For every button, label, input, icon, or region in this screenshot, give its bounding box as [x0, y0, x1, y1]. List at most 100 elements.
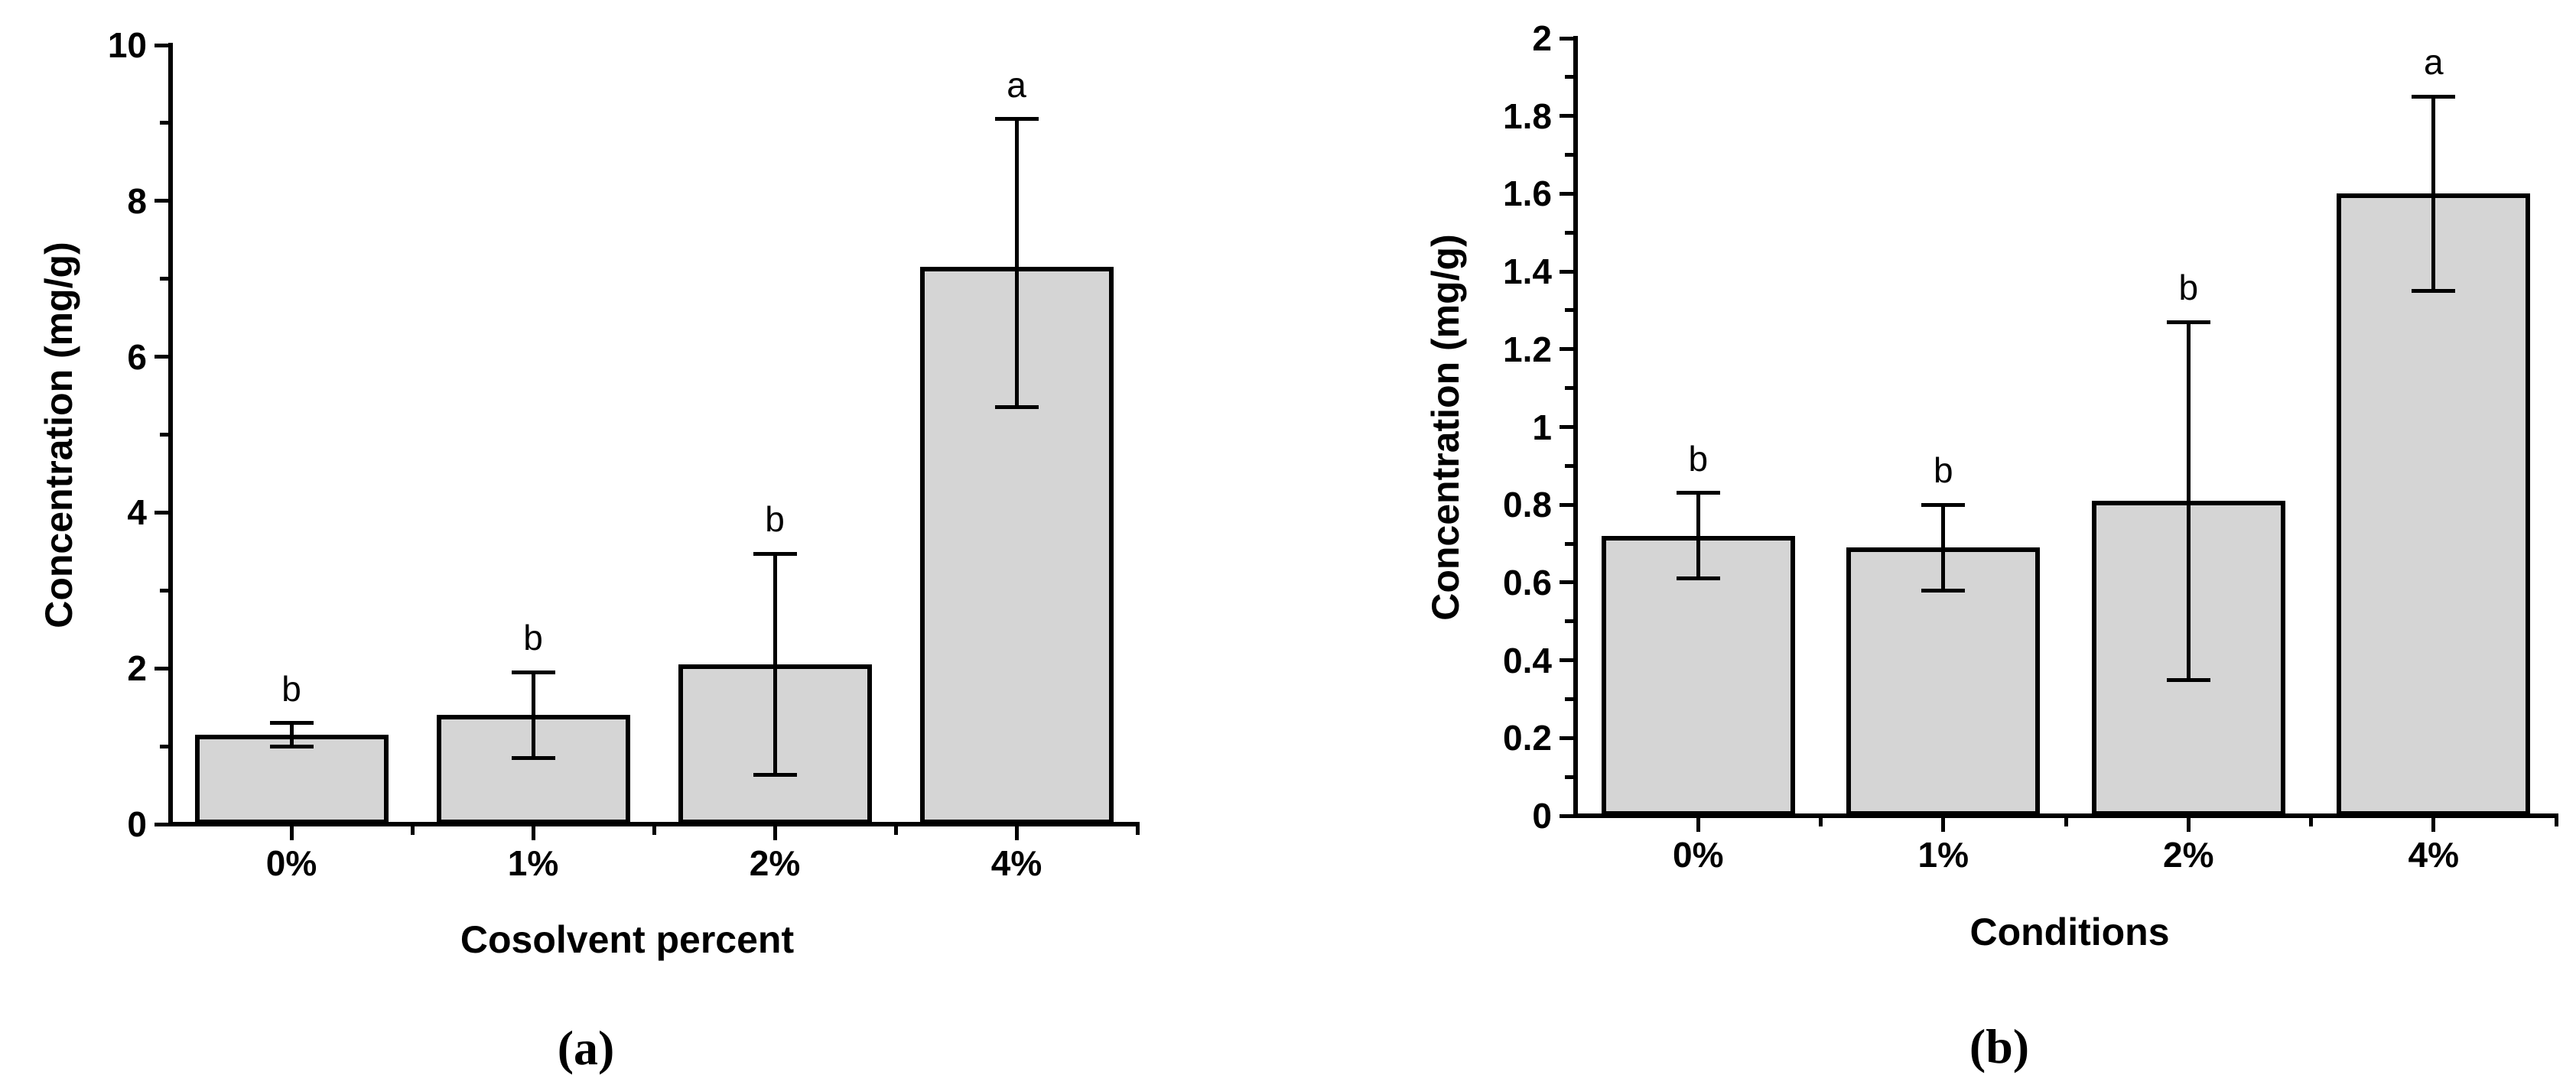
y-tick-label: 10 [107, 25, 147, 65]
y-major-tick [1560, 813, 1573, 818]
y-major-tick [1560, 735, 1573, 740]
y-minor-tick [1565, 774, 1573, 779]
error-bar-cap-bottom [2166, 677, 2210, 682]
y-major-tick [154, 43, 168, 47]
error-bar-cap-top [511, 670, 555, 674]
y-minor-tick [1565, 463, 1573, 468]
y-minor-tick [160, 433, 168, 437]
x-minor-tick [2554, 818, 2558, 826]
error-bar-cap-top [1921, 502, 1966, 507]
error-bar-line [1014, 119, 1019, 408]
x-minor-tick [652, 826, 656, 835]
x-major-tick [2186, 818, 2191, 832]
error-bar-cap-top [2412, 94, 2456, 99]
y-major-tick [154, 199, 168, 203]
y-minor-tick [1565, 541, 1573, 546]
y-tick-label: 0.6 [1503, 562, 1552, 602]
y-tick-label: 0.4 [1503, 640, 1552, 680]
y-axis-line [1573, 36, 1578, 818]
error-bar-line [2186, 322, 2191, 680]
x-major-tick [772, 826, 777, 840]
x-axis-title-b: Conditions [1969, 911, 2170, 953]
y-axis-line [168, 43, 173, 826]
x-tick-label: 0% [265, 843, 317, 883]
error-bar-cap-top [1676, 491, 1720, 495]
y-tick-label: 8 [127, 180, 147, 221]
y-major-tick [154, 510, 168, 515]
y-tick-label: 2 [127, 648, 147, 689]
x-major-tick [1696, 818, 1700, 832]
y-tick-label: 0.8 [1503, 485, 1552, 525]
x-minor-tick [410, 826, 415, 835]
significance-letter: b [1688, 438, 1709, 479]
y-major-tick [1560, 269, 1573, 274]
y-major-tick [1560, 580, 1573, 585]
x-tick-label: 0% [1673, 835, 1724, 875]
bar-0% [1601, 535, 1795, 816]
y-minor-tick [1565, 230, 1573, 235]
error-bar-line [772, 554, 777, 775]
panel-label-a: (a) [557, 1021, 615, 1075]
x-tick-label: 4% [990, 843, 1042, 883]
significance-letter: b [1933, 450, 1953, 491]
error-bar-cap-top [269, 721, 314, 726]
significance-letter: a [1007, 64, 1026, 105]
error-bar-cap-bottom [994, 405, 1039, 410]
y-tick-label: 6 [127, 336, 147, 377]
y-tick-label: 1.4 [1503, 252, 1552, 292]
y-tick-label: 1.2 [1503, 329, 1552, 369]
significance-letter: b [281, 668, 301, 709]
x-tick-label: 2% [2163, 835, 2214, 875]
y-minor-tick [1565, 75, 1573, 80]
x-major-tick [2431, 818, 2436, 832]
x-major-tick [531, 826, 535, 840]
significance-letter: b [765, 499, 785, 540]
y-major-tick [1560, 425, 1573, 429]
y-tick-label: 4 [127, 492, 147, 533]
x-axis-line [1573, 813, 2558, 818]
y-minor-tick [1565, 696, 1573, 701]
y-major-tick [1560, 36, 1573, 41]
error-bar-cap-bottom [1921, 588, 1966, 593]
error-bar-cap-bottom [511, 755, 555, 760]
x-major-tick [1014, 826, 1019, 840]
significance-letter: a [2423, 42, 2444, 83]
error-bar-cap-bottom [269, 744, 314, 748]
x-minor-tick [893, 826, 898, 835]
y-major-tick [154, 355, 168, 359]
x-axis-title-a: Cosolvent percent [460, 918, 795, 961]
x-minor-tick [1135, 826, 1140, 835]
y-tick-label: 1.8 [1503, 96, 1552, 136]
bar-0% [194, 734, 389, 824]
y-major-tick [154, 666, 168, 671]
x-minor-tick [1819, 818, 1823, 826]
error-bar-cap-top [994, 117, 1039, 122]
y-minor-tick [1565, 386, 1573, 391]
bar-4% [2337, 193, 2531, 816]
y-major-tick [154, 822, 168, 826]
x-minor-tick [2064, 818, 2068, 826]
y-minor-tick [160, 744, 168, 748]
y-tick-label: 0 [1532, 796, 1552, 836]
y-minor-tick [160, 588, 168, 593]
panel-label-b: (b) [1969, 1019, 2030, 1073]
y-major-tick [1560, 658, 1573, 663]
error-bar-line [531, 672, 535, 758]
y-tick-label: 1 [1532, 407, 1552, 447]
y-major-tick [1560, 114, 1573, 119]
y-minor-tick [1565, 619, 1573, 624]
error-bar-line [2431, 96, 2436, 291]
y-major-tick [1560, 502, 1573, 507]
error-bar-cap-bottom [1676, 576, 1720, 581]
error-bar-cap-bottom [753, 773, 797, 778]
error-bar-line [1941, 505, 1946, 591]
x-major-tick [1941, 818, 1946, 832]
x-axis-line [168, 822, 1140, 826]
x-tick-label: 4% [2408, 835, 2459, 875]
y-major-tick [1560, 191, 1573, 196]
y-minor-tick [1565, 308, 1573, 313]
y-minor-tick [160, 121, 168, 125]
